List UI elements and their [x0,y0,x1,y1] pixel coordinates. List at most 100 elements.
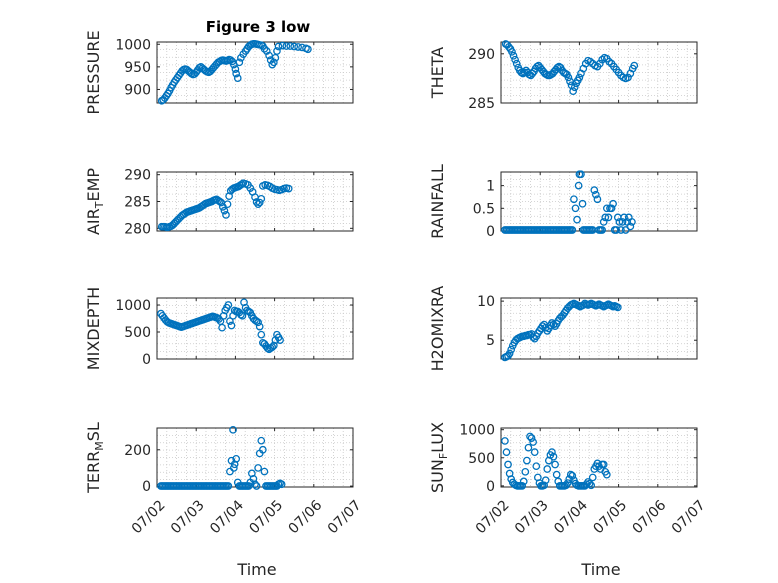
data-point [508,47,516,56]
y-tick-label: 0 [142,479,151,495]
y-tick-label: 900 [124,82,151,98]
data-point [575,73,584,82]
data-point [577,170,585,179]
figure-title: Figure 3 low [206,18,311,36]
y-tick-label: 500 [468,451,495,467]
y-axis-label-main: TERR [84,451,103,494]
data-point [524,443,533,452]
y-tick-label: 1 [486,179,495,195]
data-point [588,473,597,482]
y-tick-label: 1000 [115,298,151,314]
data-point [520,68,529,77]
y-axis-label-main: AIR [84,208,103,235]
x-tick-label: 07/03 [168,497,208,537]
data-point [232,455,241,463]
data-points [501,299,622,362]
y-tick-label: 200 [124,443,151,459]
data-point [549,452,558,461]
terrmsl-plot: 07/02 07/03 07/04 07/05 07/06 07/07 0 200 TERRMS… [84,422,365,537]
data-point [229,464,238,472]
data-point [254,318,262,327]
y-tick-label: 1000 [459,423,495,439]
x-tick-label: 07/04 [207,497,247,537]
data-point [257,436,266,445]
data-point [257,330,266,339]
data-point [218,323,226,332]
data-point [598,226,606,234]
data-point [628,218,636,226]
data-point [255,322,264,331]
y-tick-label: 950 [124,60,151,76]
data-point [609,199,617,208]
data-point [527,434,536,442]
data-point [278,41,287,50]
data-point [543,465,552,473]
data-point [518,482,527,490]
x-tick-label: 07/05 [590,497,630,537]
data-points [157,425,286,490]
y-axis-label: PRESSURE [84,30,103,114]
data-point [282,42,291,50]
data-point [235,58,244,67]
data-point [501,437,509,445]
y-axis-label-tail: EMP [84,168,103,202]
data-point [238,311,247,320]
data-point [587,481,596,490]
y-axis-label-main: RAINFALL [428,164,447,239]
data-point [223,200,232,209]
data-point [532,462,541,471]
mixdepth-plot: 0 500 1000 MIXDEPTH [84,287,354,370]
x-tick-label: 07/06 [286,497,326,537]
data-point [304,45,312,54]
y-tick-label: 285 [124,195,151,211]
data-point [511,55,519,64]
data-point [604,213,613,222]
y-axis-label-subscript: T [93,201,106,209]
y-axis-label: THETA [428,47,447,99]
data-point [231,65,240,73]
y-tick-label: 290 [124,168,151,184]
y-tick-label: 280 [124,221,151,237]
data-point [229,425,237,434]
y-tick-label: 0 [486,479,495,495]
data-point [268,343,277,351]
data-point [260,44,269,53]
data-point [599,460,608,469]
y-axis-label-subscript: F [437,453,450,459]
data-point [530,448,539,457]
data-point [512,59,521,68]
grid-lines [501,428,697,487]
data-point [541,476,550,485]
axes-frame [156,297,354,360]
data-point [590,186,599,195]
data-point [504,460,512,469]
data-point [509,51,518,60]
x-tick-label: 07/07 [669,497,709,537]
x-tick-label: 07/02 [473,497,513,537]
data-point [271,53,280,62]
y-axis-label-tail: LUX [428,422,447,453]
y-tick-label: 5 [486,333,495,349]
data-point [615,218,624,226]
x-tick-label: 07/05 [246,497,286,537]
data-point [568,471,577,480]
data-points [501,40,639,96]
y-axis-label-main: SUN [428,459,447,493]
y-axis-label-main: H2OMIXRA [428,286,447,372]
data-point [569,87,577,96]
y-tick-label: 0 [486,224,495,240]
y-axis-label-main: MIXDEPTH [84,287,103,370]
data-point [224,482,233,490]
data-point [502,448,511,457]
data-point [593,195,602,204]
data-point [617,226,625,234]
data-point [578,199,587,208]
data-points [157,179,293,232]
grid-lines [157,172,353,231]
x-tick-label: 07/02 [129,497,169,537]
data-point [269,58,278,67]
data-point [519,477,528,486]
axes-frame [500,297,698,360]
data-point [601,213,610,222]
